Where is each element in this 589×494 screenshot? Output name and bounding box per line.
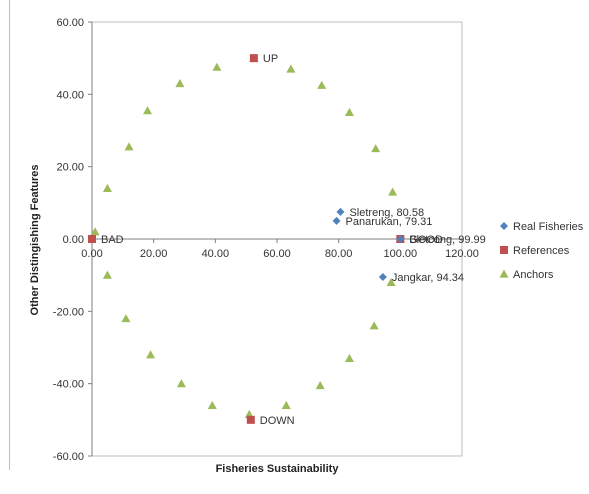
data-label: GOOD [409, 234, 443, 246]
legend: Real Fisheries References Anchors [499, 221, 584, 281]
x-tick-label: 0.00 [81, 248, 102, 260]
anchors-point [90, 227, 100, 236]
references-point [246, 415, 255, 424]
y-tick-label: 20.00 [56, 162, 84, 174]
anchors-point [344, 107, 354, 117]
anchors-point [315, 380, 325, 390]
anchors-point [146, 350, 156, 359]
anchors-point [212, 62, 222, 71]
y-tick-label: -60.00 [53, 451, 84, 463]
anchors-point [143, 106, 152, 115]
legend-references-label: References [513, 245, 570, 257]
data-label: Sletreng, 80.58 [349, 207, 424, 219]
y-axis-title: Other Distingishing Features [29, 165, 41, 316]
x-tick-label: 120.00 [445, 248, 479, 260]
legend-references-marker [500, 246, 508, 254]
tick-labels: 60.00 40.00 20.00 0.00 -20.00 -40.00 -60.00 0.0… [53, 17, 479, 463]
anchors-point [176, 379, 186, 388]
y-tick-label: 40.00 [56, 89, 84, 101]
anchors-point [102, 183, 112, 192]
x-tick-label: 100.00 [384, 248, 418, 260]
anchors-point [281, 400, 291, 409]
real-fisheries-point [378, 272, 387, 281]
data-label: BAD [101, 234, 124, 246]
legend-anchors-marker [499, 269, 509, 278]
x-tick-label: 20.00 [140, 248, 168, 260]
legend-real-fisheries-marker [500, 222, 508, 230]
anchors-point [102, 270, 112, 279]
anchors-point [371, 144, 381, 153]
anchors-point [388, 187, 398, 196]
real-fisheries-point [336, 207, 345, 216]
y-tick-label: 60.00 [56, 17, 84, 29]
anchors-point [207, 400, 217, 409]
x-axis-title: Fisheries Sustainability [216, 463, 340, 475]
references-point [88, 235, 96, 243]
anchors-point [369, 321, 379, 330]
x-tick-label: 60.00 [263, 248, 291, 260]
x-tick-label: 40.00 [202, 248, 230, 260]
y-tick-label: 0.00 [63, 234, 84, 246]
anchors-point [286, 64, 296, 73]
real-fisheries-point [332, 216, 341, 225]
anchors-point [317, 80, 327, 89]
data-label: DOWN [260, 415, 295, 427]
y-tick-label: -40.00 [53, 379, 84, 391]
anchors-point [175, 78, 185, 88]
anchors-point [124, 142, 134, 151]
anchors-point [344, 353, 354, 362]
data-label: Jangkar, 94.34 [392, 272, 464, 284]
data-label: UP [263, 53, 278, 65]
legend-real-fisheries-label: Real Fisheries [513, 221, 584, 233]
real-fisheries-point [396, 235, 405, 243]
legend-anchors-label: Anchors [513, 269, 554, 281]
frame-divider [9, 0, 10, 470]
anchors-point [386, 277, 396, 286]
data-points [88, 53, 405, 424]
references-point [249, 54, 258, 63]
y-tick-label: -20.00 [53, 306, 84, 318]
anchors-point [121, 314, 131, 323]
axes-layer [88, 21, 463, 457]
data-label: Bletcong, 99.99 [409, 234, 485, 246]
data-label: Panarukan, 79.31 [346, 216, 433, 228]
x-tick-label: 80.00 [325, 248, 353, 260]
